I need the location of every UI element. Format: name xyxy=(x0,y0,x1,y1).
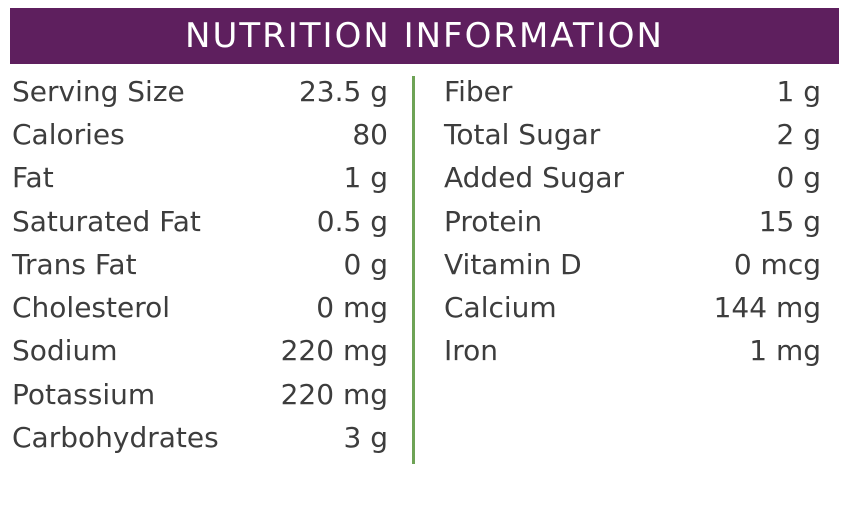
nutrient-label: Trans Fat xyxy=(12,247,137,281)
nutrient-label: Calcium xyxy=(444,291,557,325)
nutrient-label: Serving Size xyxy=(12,74,185,108)
nutrient-row: Iron 1 mg xyxy=(444,330,821,373)
nutrient-value: 220 mg xyxy=(280,377,388,411)
nutrient-value: 3 g xyxy=(343,421,389,455)
nutrient-row: Cholesterol 0 mg xyxy=(12,286,388,329)
nutrition-left-column: Serving Size 23.5 g Calories 80 Fat 1 g … xyxy=(12,70,388,460)
nutrient-row: Protein 15 g xyxy=(444,200,821,243)
nutrient-row: Carbohydrates 3 g xyxy=(12,416,388,459)
nutrient-row: Calcium 144 mg xyxy=(444,286,821,329)
nutrient-value: 220 mg xyxy=(280,334,388,368)
nutrient-value: 15 g xyxy=(758,204,821,238)
nutrient-row: Saturated Fat 0.5 g xyxy=(12,200,388,243)
nutrient-row: Trans Fat 0 g xyxy=(12,243,388,286)
nutrient-row: Potassium 220 mg xyxy=(12,373,388,416)
nutrient-label: Iron xyxy=(444,334,499,368)
nutrient-row: Vitamin D 0 mcg xyxy=(444,243,821,286)
nutrient-label: Fiber xyxy=(444,74,513,108)
nutrient-label: Total Sugar xyxy=(444,117,601,151)
nutrient-value: 0 g xyxy=(776,161,822,195)
nutrient-label: Calories xyxy=(12,117,125,151)
nutrient-value: 144 mg xyxy=(713,291,821,325)
nutrient-label: Protein xyxy=(444,204,543,238)
nutrient-value: 2 g xyxy=(776,117,822,151)
nutrient-row: Fiber 1 g xyxy=(444,70,821,113)
nutrition-header: NUTRITION INFORMATION xyxy=(10,8,839,64)
nutrient-label: Saturated Fat xyxy=(12,204,201,238)
nutrient-value: 1 g xyxy=(776,74,822,108)
nutrient-value: 0 mcg xyxy=(733,247,821,281)
nutrient-row: Calories 80 xyxy=(12,113,388,156)
page-title: NUTRITION INFORMATION xyxy=(185,16,664,56)
column-divider xyxy=(412,76,415,464)
nutrient-label: Sodium xyxy=(12,334,118,368)
nutrient-row: Added Sugar 0 g xyxy=(444,157,821,200)
nutrient-value: 1 g xyxy=(343,161,389,195)
nutrient-label: Added Sugar xyxy=(444,161,625,195)
nutrient-row: Sodium 220 mg xyxy=(12,330,388,373)
nutrient-value: 0 mg xyxy=(316,291,388,325)
nutrient-label: Potassium xyxy=(12,377,156,411)
nutrient-row: Fat 1 g xyxy=(12,157,388,200)
nutrient-value: 1 mg xyxy=(749,334,821,368)
nutrient-value: 80 xyxy=(352,117,388,151)
nutrition-right-column: Fiber 1 g Total Sugar 2 g Added Sugar 0 … xyxy=(444,70,821,373)
nutrient-label: Fat xyxy=(12,161,54,195)
nutrient-value: 0 g xyxy=(343,247,389,281)
nutrient-row: Total Sugar 2 g xyxy=(444,113,821,156)
nutrient-value: 0.5 g xyxy=(316,204,388,238)
nutrient-value: 23.5 g xyxy=(298,74,388,108)
nutrient-label: Cholesterol xyxy=(12,291,171,325)
nutrient-label: Vitamin D xyxy=(444,247,582,281)
nutrient-label: Carbohydrates xyxy=(12,421,219,455)
nutrient-row: Serving Size 23.5 g xyxy=(12,70,388,113)
